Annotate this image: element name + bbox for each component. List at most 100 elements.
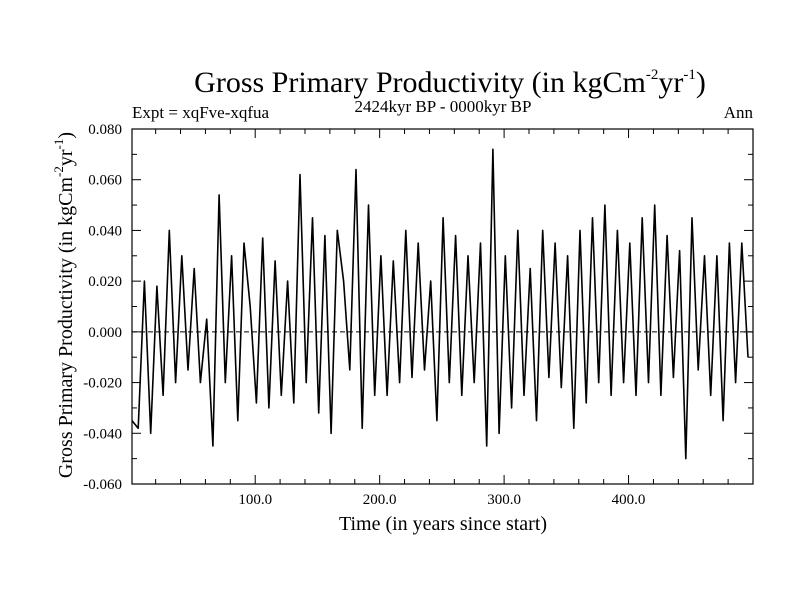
data-point [249, 306, 251, 307]
data-point [654, 204, 656, 206]
data-point [280, 394, 282, 396]
data-point [486, 445, 488, 447]
data-point [324, 235, 326, 236]
data-point [156, 285, 158, 287]
data-point [212, 445, 214, 447]
y-tick-label: 0.060 [88, 173, 122, 189]
data-point [480, 242, 481, 244]
data-point [368, 204, 369, 206]
data-point [231, 255, 233, 257]
data-point [635, 394, 637, 396]
data-point [330, 432, 332, 434]
y-tick-label: -0.040 [83, 426, 122, 442]
data-point [237, 420, 239, 421]
data-point [504, 255, 506, 257]
data-point [704, 255, 705, 257]
data-point [430, 280, 432, 282]
data-point [355, 169, 357, 171]
data-point [411, 377, 413, 378]
data-point [554, 242, 556, 244]
data-point [274, 260, 276, 262]
data-point [417, 242, 419, 244]
data-point [729, 242, 730, 244]
data-point [455, 235, 456, 236]
data-point [697, 369, 699, 371]
data-point [542, 230, 544, 231]
data-point [312, 217, 313, 219]
data-point [256, 402, 257, 404]
data-point [206, 318, 208, 320]
x-tick-label: 400.0 [612, 492, 646, 508]
data-point [448, 382, 450, 383]
y-axis-title: Gross Primary Productivity (in kgCm-2yr-… [51, 132, 77, 478]
data-point [262, 237, 264, 239]
data-point [498, 432, 500, 434]
data-point [735, 382, 736, 383]
x-tick-label: 200.0 [363, 492, 397, 508]
y-tick-label: 0.020 [88, 274, 122, 290]
y-tick-label: 0.040 [88, 223, 122, 239]
data-point [168, 230, 170, 231]
data-point [305, 382, 307, 383]
data-point [200, 382, 201, 383]
data-point [511, 407, 512, 409]
x-tick-label: 300.0 [487, 492, 521, 508]
data-point [666, 235, 668, 236]
data-point [424, 369, 425, 371]
data-point [137, 427, 139, 429]
data-point [623, 382, 624, 383]
data-point [380, 255, 382, 257]
y-tick-label: -0.020 [83, 376, 122, 392]
data-point [585, 402, 587, 404]
data-point [374, 394, 376, 396]
subtitle-season: Ann [724, 103, 754, 122]
data-point [473, 382, 475, 383]
data-point [144, 280, 145, 282]
data-point [492, 148, 494, 150]
y-tick-label: 0.080 [88, 122, 122, 138]
data-point [467, 255, 469, 257]
data-point [336, 230, 338, 231]
data-point [243, 242, 245, 244]
data-point [162, 394, 164, 396]
data-point [287, 280, 288, 282]
data-point [548, 377, 550, 378]
data-point [218, 194, 220, 196]
data-point [150, 432, 152, 434]
data-point [175, 382, 177, 383]
data-point [710, 394, 712, 396]
x-axis-title: Time (in years since start) [339, 513, 547, 535]
data-point [523, 394, 525, 396]
data-point [293, 402, 295, 404]
data-point [529, 268, 531, 269]
data-point [617, 230, 618, 231]
subtitle-experiment: Expt = xqFve-xqfua [132, 103, 270, 122]
subtitle-period: 2424kyr BP - 0000kyr BP [355, 97, 532, 116]
data-point [629, 242, 631, 244]
data-point [567, 255, 568, 257]
series-line [131, 148, 749, 460]
data-point [679, 250, 680, 252]
data-point [224, 382, 226, 383]
data-point [691, 217, 693, 219]
data-point [604, 204, 606, 206]
data-point [181, 255, 183, 257]
data-point [685, 458, 687, 459]
plot-frame [131, 128, 754, 485]
data-point [592, 217, 593, 219]
data-point [517, 230, 519, 231]
axis-ticks-group [132, 128, 754, 485]
data-point [268, 407, 270, 409]
series-group [131, 148, 749, 460]
data-point [193, 268, 195, 269]
data-point [405, 230, 407, 231]
data-point [349, 369, 351, 371]
x-tick-label: 100.0 [238, 492, 272, 508]
data-point [299, 174, 301, 176]
data-point [641, 217, 643, 219]
data-point [318, 412, 320, 414]
data-point [673, 377, 674, 378]
data-point [722, 420, 724, 421]
data-point [343, 280, 344, 282]
